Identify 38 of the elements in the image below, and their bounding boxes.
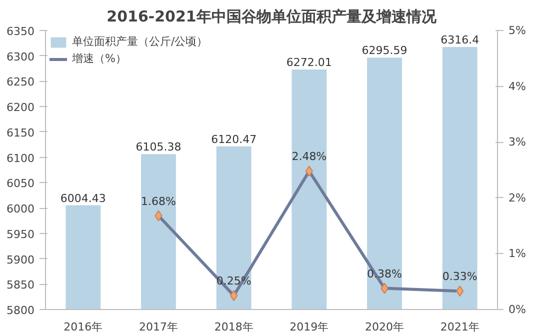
data-label: 6295.59 (362, 44, 408, 58)
y-tick-label: 5900 (6, 253, 35, 266)
y2-tick-label: 1% (508, 247, 526, 260)
y2-tick-label: 4% (508, 80, 526, 93)
data-label: 2.48% (292, 150, 327, 164)
y-tick-label: 6250 (6, 76, 35, 89)
data-label: 0.33% (442, 270, 478, 284)
data-label: 1.68% (141, 194, 176, 208)
y-tick-label: 6100 (6, 152, 35, 165)
y2-tick-label: 3% (508, 136, 526, 149)
y2-tick-label: 5% (508, 24, 526, 37)
x-tick-label: 2021年 (440, 320, 480, 334)
y-tick-label: 6350 (6, 25, 35, 38)
y-tick-label: 6300 (6, 50, 35, 64)
data-label: 6272.01 (286, 56, 332, 70)
data-label: 6004.43 (60, 192, 106, 205)
y-tick-label: 5850 (6, 278, 35, 292)
x-tick-label: 2019年 (290, 320, 329, 334)
legend-label: 单位面积产量（公斤/公顷） (72, 34, 208, 49)
legend-label: 增速（%） (72, 51, 126, 66)
y-tick-label: 6050 (6, 177, 35, 190)
x-tick-label: 2018年 (214, 320, 254, 334)
chart-title: 2016-2021年中国谷物单位面积产量及增速情况 (106, 8, 438, 26)
y-tick-label: 5950 (6, 228, 35, 241)
y-tick-label: 5800 (6, 304, 35, 317)
y2-tick-label: 0% (508, 303, 526, 316)
data-label: 6120.47 (211, 132, 257, 146)
x-tick-label: 2017年 (139, 320, 178, 334)
y-tick-label: 6200 (6, 101, 35, 114)
y-tick-label: 6150 (6, 126, 35, 140)
data-label: 6316.4 (440, 34, 480, 47)
data-label: 0.25% (216, 274, 252, 288)
data-label: 0.38% (367, 267, 402, 280)
y2-tick-label: 2% (508, 191, 526, 204)
y-tick-label: 6000 (6, 202, 35, 216)
x-tick-label: 2016年 (64, 320, 103, 334)
data-label: 6105.38 (136, 140, 182, 154)
x-tick-label: 2020年 (365, 320, 404, 334)
